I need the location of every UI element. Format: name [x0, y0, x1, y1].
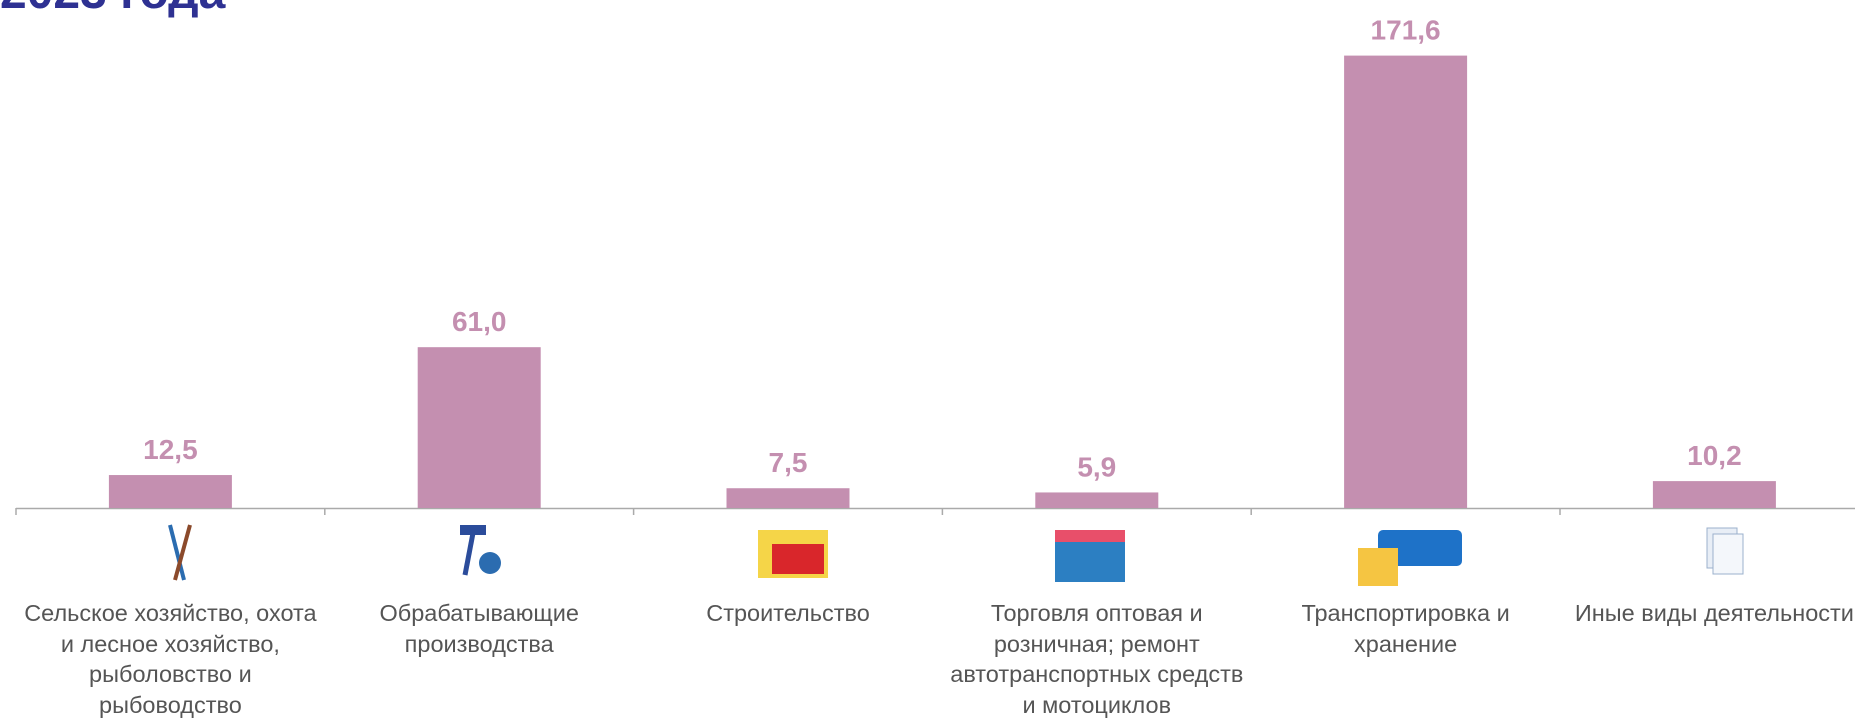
icon	[1055, 530, 1125, 582]
category-label: Транспортировка и хранение	[1301, 600, 1510, 657]
category-label: Обрабатывающие производства	[379, 600, 579, 657]
icon	[1358, 530, 1462, 586]
value-label: 61,0	[452, 306, 507, 337]
value-label: 12,5	[143, 434, 198, 465]
bar	[1344, 55, 1468, 508]
bar	[726, 488, 850, 508]
category-label: Торговля оптовая и розничная; ремонт авт…	[950, 600, 1244, 718]
icon	[758, 530, 828, 578]
chart-title: 2023 года	[0, 0, 226, 19]
bar	[1652, 481, 1776, 508]
category-label: Строительство	[706, 600, 870, 626]
value-label: 5,9	[1077, 451, 1116, 482]
category-label: Иные виды деятельности	[1574, 600, 1854, 626]
category-label: Сельское хозяйство, охота и лесное хозяй…	[24, 600, 317, 718]
icon	[1706, 527, 1744, 575]
value-label: 171,6	[1371, 15, 1441, 46]
bar	[417, 347, 541, 508]
bar	[1035, 492, 1159, 508]
value-label: 7,5	[769, 447, 808, 478]
icon	[460, 525, 501, 576]
bar	[108, 475, 232, 508]
value-label: 10,2	[1687, 440, 1742, 471]
icons	[168, 524, 1744, 586]
icon	[168, 524, 192, 581]
